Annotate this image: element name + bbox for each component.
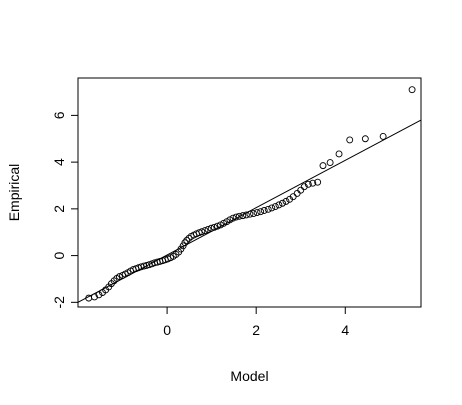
data-point <box>297 186 305 194</box>
data-point <box>346 136 354 144</box>
data-point <box>268 204 276 212</box>
data-point <box>279 199 286 207</box>
data-point <box>235 212 243 220</box>
x-tick-label: 4 <box>341 322 349 338</box>
x-tick-label: 0 <box>163 322 171 338</box>
data-point <box>282 197 290 205</box>
data-point <box>309 179 317 187</box>
data-point <box>250 210 257 217</box>
data-point <box>314 178 322 186</box>
data-point <box>232 213 240 221</box>
data-point <box>183 236 191 244</box>
data-point <box>319 162 327 170</box>
data-point <box>95 291 103 299</box>
data-point <box>115 273 123 281</box>
x-axis-label: Model <box>230 368 268 384</box>
data-point <box>271 203 279 210</box>
data-point <box>361 135 369 143</box>
y-tick-label: -2 <box>51 296 67 309</box>
data-point <box>408 86 416 94</box>
data-point <box>260 207 268 214</box>
data-point <box>379 132 387 140</box>
y-tick-label: 4 <box>51 158 67 166</box>
data-point <box>246 210 254 218</box>
data-point <box>198 228 206 236</box>
data-point <box>239 212 247 220</box>
data-point <box>300 183 308 191</box>
data-point <box>264 205 272 213</box>
data-point <box>201 227 209 235</box>
y-axis-label: Empirical <box>6 164 22 222</box>
x-tick-label: 2 <box>252 322 260 338</box>
x-axis: 0 2 4 <box>163 307 349 338</box>
y-tick-label: 6 <box>51 111 67 119</box>
data-point <box>275 201 283 209</box>
data-point <box>257 208 265 216</box>
data-points <box>85 86 416 302</box>
data-point <box>207 224 215 232</box>
data-point <box>204 225 212 233</box>
data-point <box>91 293 98 301</box>
plot-frame <box>77 77 422 308</box>
y-axis: -2 0 2 4 6 <box>51 111 78 309</box>
data-point <box>253 209 261 217</box>
y-tick-label: 0 <box>51 251 67 259</box>
data-point <box>304 180 312 188</box>
data-point <box>335 150 343 158</box>
data-point <box>213 222 221 230</box>
data-point <box>326 159 334 167</box>
data-point <box>181 239 189 247</box>
data-point <box>210 223 218 231</box>
data-point <box>293 189 301 197</box>
data-point <box>242 211 250 219</box>
y-tick-label: 2 <box>51 205 67 213</box>
data-point <box>229 214 237 222</box>
data-point <box>185 234 193 242</box>
